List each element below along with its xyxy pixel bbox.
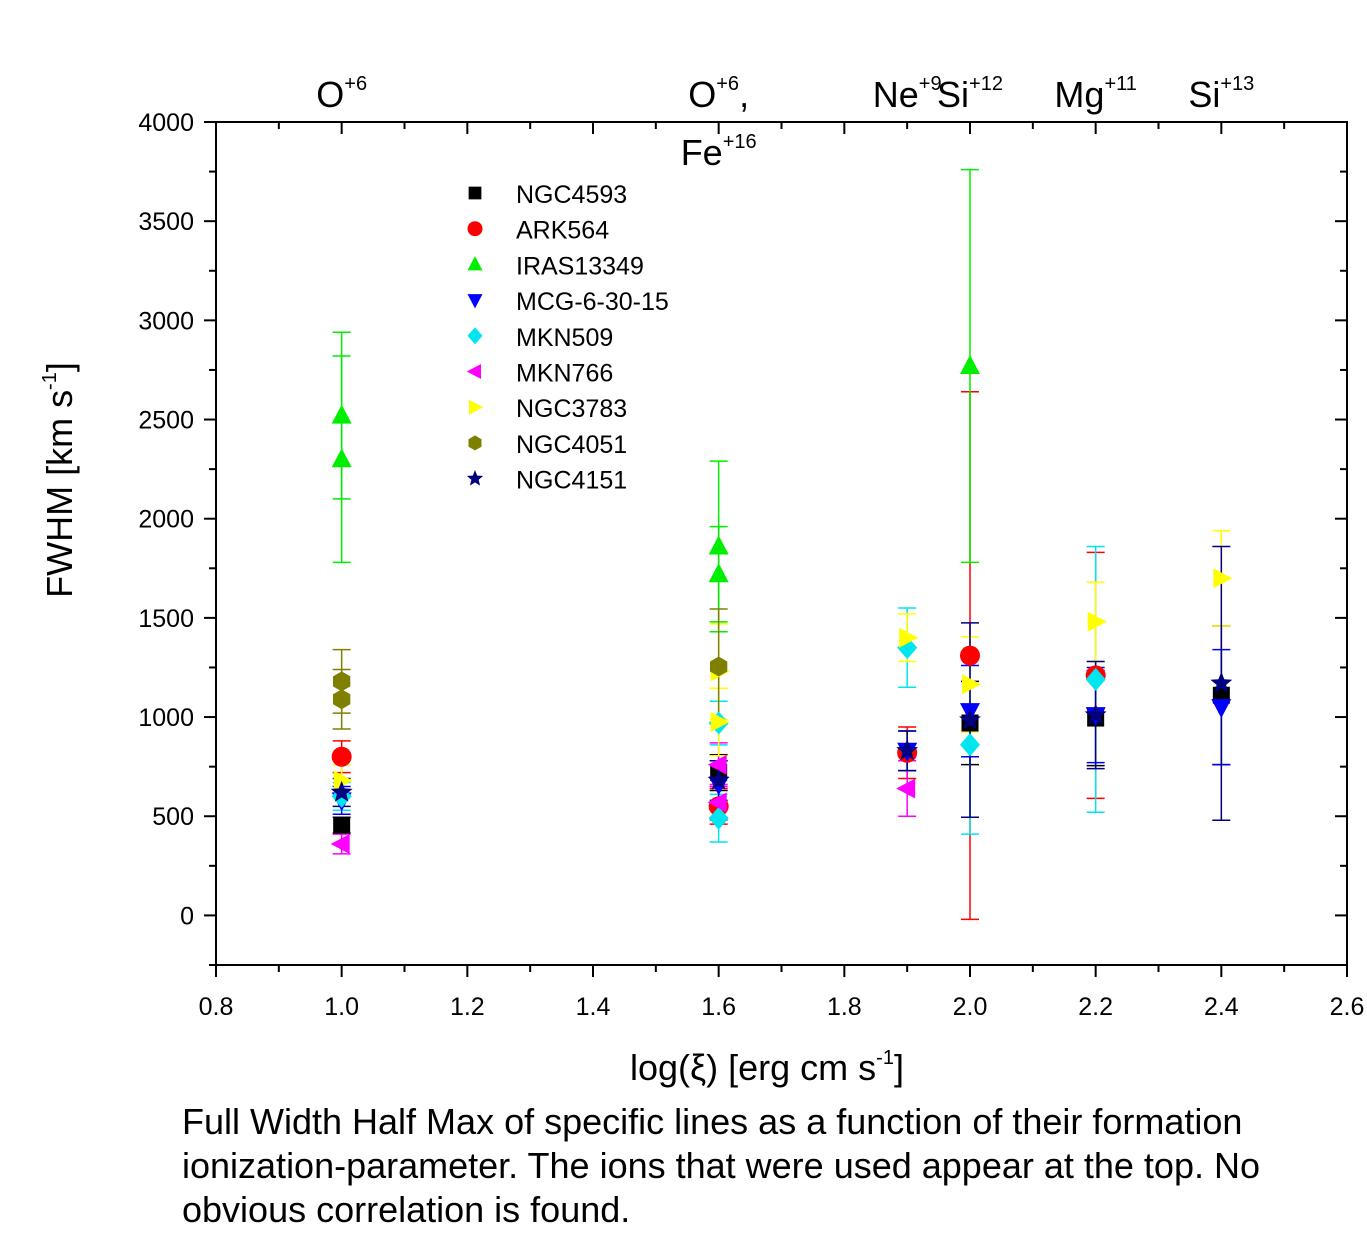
ion-label: Si+12: [937, 73, 1003, 115]
y-tick-label: 500: [152, 803, 194, 831]
data-point-mkn509: [960, 733, 980, 757]
x-axis-label: log(ξ) [erg cm s-1]: [630, 1047, 904, 1088]
data-point-ark564: [960, 645, 980, 666]
legend-label: NGC4593: [516, 181, 627, 209]
y-tick-label: 4000: [138, 109, 194, 137]
x-tick-label: 2.2: [1078, 993, 1113, 1021]
data-point-ngc4151: [707, 769, 730, 790]
data-point-mkn766: [330, 834, 350, 854]
legend-label: MKN766: [516, 360, 613, 388]
x-tick-label: 1.2: [450, 993, 485, 1021]
data-point-mcg-6-30-15: [1211, 699, 1232, 719]
legend: NGC4593 ARK564 IRAS13349 MCG-6-30-15 MKN509 M…: [466, 181, 669, 495]
x-tick-label: 0.8: [199, 993, 234, 1021]
data-point-ngc3783: [1087, 611, 1107, 632]
data-point-ngc4151: [1084, 703, 1107, 725]
y-tick-label: 2500: [138, 407, 194, 435]
legend-marker-mkn509: [467, 327, 483, 345]
y-tick-label: 3500: [138, 208, 194, 236]
x-tick-label: 1.0: [324, 993, 359, 1021]
ion-label: O+6: [316, 73, 367, 115]
axes: [215, 121, 1348, 966]
y-axis-ticks: 0 500 1000 1500 2000 2500 3000 3500 4000: [138, 109, 1347, 966]
ion-label: Fe+16: [681, 131, 757, 173]
legend-label: ARK564: [516, 217, 609, 245]
data-point-mkn766: [896, 778, 916, 799]
legend-label: NGC4051: [516, 431, 627, 459]
x-axis-ticks: 0.8 1.0 1.2 1.4 1.6 1.8 2.0 2.2 2.4 2.6: [199, 122, 1365, 1021]
legend-marker-mcg-6-30-15: [467, 294, 483, 309]
legend-label: IRAS13349: [516, 252, 644, 280]
data-point-ngc4593: [333, 816, 351, 834]
legend-label: NGC4151: [516, 467, 627, 495]
ion-label: O+6,: [688, 73, 749, 115]
x-tick-label: 1.4: [576, 993, 611, 1021]
y-tick-label: 1000: [138, 704, 194, 732]
data-point-ngc4051: [710, 656, 728, 677]
legend-marker-ark564: [467, 221, 483, 237]
y-tick-label: 1500: [138, 605, 194, 633]
data-point-mkn509: [1085, 667, 1106, 691]
y-axis-label: FWHM [km s-1]: [39, 362, 80, 598]
legend-label: MKN509: [516, 324, 613, 352]
data-point-ngc3783: [1213, 568, 1233, 589]
ion-label: Ne+9: [873, 73, 942, 115]
data-point-ngc4051: [333, 689, 351, 710]
y-tick-label: 0: [180, 902, 194, 930]
data-point-iras13349: [960, 355, 980, 374]
data-point-mkn766: [707, 792, 727, 813]
legend-marker-ngc4051: [468, 435, 482, 451]
data-point-ngc3783: [899, 627, 919, 648]
data-point-iras13349: [331, 448, 352, 468]
legend-label: MCG-6-30-15: [516, 288, 669, 316]
data-point-iras13349: [331, 404, 352, 424]
y-tick-label: 3000: [138, 307, 194, 335]
legend-label: NGC3783: [516, 395, 627, 423]
x-tick-label: 1.6: [701, 993, 736, 1021]
ion-labels: O+6 O+6, Fe+16 Ne+9Si+12 Mg+11 Si+13: [316, 73, 1254, 173]
x-axis-label-sup: -1: [876, 1047, 894, 1069]
legend-marker-ngc3783: [469, 399, 484, 415]
y-axis-label-prefix: FWHM [km s: [39, 390, 80, 598]
x-axis-label-prefix: log(ξ) [erg cm s: [630, 1047, 876, 1088]
data-points: [330, 355, 1233, 854]
plot-frame: [215, 121, 1348, 966]
ion-label: Si+13: [1188, 73, 1254, 115]
figure-caption: Full Width Half Max of specific lines as…: [182, 1101, 1260, 1230]
y-tick-label: 2000: [138, 506, 194, 534]
data-point-ngc4151: [959, 708, 981, 730]
legend-marker-iras13349: [467, 256, 483, 271]
fwhm-chart: 0.8 1.0 1.2 1.4 1.6 1.8 2.0 2.2 2.4 2.6 0 500 1000 1…: [39, 73, 1365, 1088]
y-axis-label-sup: -1: [39, 372, 61, 390]
x-tick-label: 2.0: [953, 993, 988, 1021]
legend-marker-ngc4593: [468, 186, 482, 200]
x-tick-label: 2.4: [1204, 993, 1239, 1021]
data-point-mkn509: [708, 806, 729, 830]
data-point-ngc4151: [330, 780, 353, 802]
legend-marker-ngc4151: [466, 470, 484, 486]
data-point-ngc4151: [896, 739, 919, 761]
data-point-ngc3783: [962, 674, 981, 695]
x-tick-label: 2.6: [1330, 993, 1365, 1021]
data-point-ark564: [331, 746, 352, 767]
x-tick-label: 1.8: [827, 993, 862, 1021]
error-bars: [332, 168, 1231, 921]
legend-marker-mkn766: [466, 364, 481, 379]
data-point-iras13349: [708, 563, 729, 583]
data-point-ngc4051: [333, 671, 351, 692]
data-point-ngc4151: [1210, 671, 1233, 693]
data-point-ngc3783: [333, 770, 353, 791]
data-point-ngc3783: [710, 712, 730, 732]
data-point-mkn766: [707, 754, 727, 775]
x-axis-label-suffix: ]: [894, 1047, 904, 1088]
y-axis-label-suffix: ]: [39, 362, 80, 372]
ion-label: Mg+11: [1054, 73, 1136, 115]
data-point-iras13349: [708, 535, 729, 555]
